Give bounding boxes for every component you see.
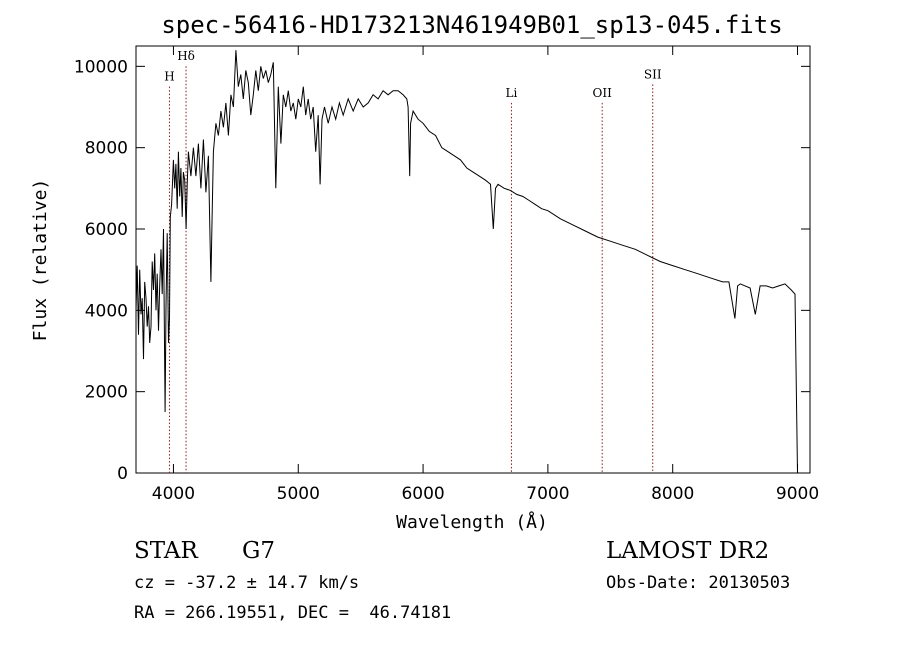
spectrum-series-line (135, 50, 798, 474)
y-axis-label: Flux (relative) (30, 179, 51, 342)
x-tick-label: 9000 (776, 484, 819, 504)
y-tick-label: 0 (117, 464, 128, 484)
y-tick-label: 6000 (85, 220, 128, 240)
y-tick-label: 2000 (85, 383, 128, 403)
x-tick-label: 8000 (651, 484, 694, 504)
x-tick-label: 6000 (401, 484, 444, 504)
y-tick-label: 10000 (74, 57, 128, 77)
spectral-line-label: Li (506, 86, 518, 100)
redshift-readout: cz = -37.2 ± 14.7 km/s (134, 573, 360, 593)
chart-title: spec-56416-HD173213N461949B01_sp13-045.f… (161, 11, 782, 39)
spectral-line-label: H (164, 70, 174, 84)
coordinates-readout: RA = 266.19551, DEC = 46.74181 (134, 603, 452, 623)
spectral-line-label: Hδ (177, 49, 195, 63)
x-axis-ticks: 4000 5000 6000 7000 8000 9000 (152, 46, 819, 504)
x-axis-label: Wavelength (Å) (396, 511, 548, 533)
observation-date: Obs-Date: 20130503 (606, 573, 791, 593)
x-tick-label: 5000 (277, 484, 320, 504)
plot-area: HHδ Li OII SII (135, 45, 811, 474)
x-tick-label: 7000 (526, 484, 569, 504)
spectral-line-label: SII (644, 68, 662, 82)
spectral-line-label: OII (593, 86, 613, 100)
survey-name: LAMOST DR2 (606, 538, 770, 564)
object-class: STAR (134, 538, 198, 564)
y-axis-ticks: 0 2000 4000 6000 8000 10000 (74, 57, 810, 484)
plot-frame (135, 45, 811, 474)
line-markers: HHδ Li OII SII (164, 49, 662, 473)
y-tick-label: 4000 (85, 301, 128, 321)
x-tick-label: 4000 (152, 484, 195, 504)
spectral-subclass: G7 (242, 538, 276, 564)
y-tick-label: 8000 (85, 139, 128, 159)
